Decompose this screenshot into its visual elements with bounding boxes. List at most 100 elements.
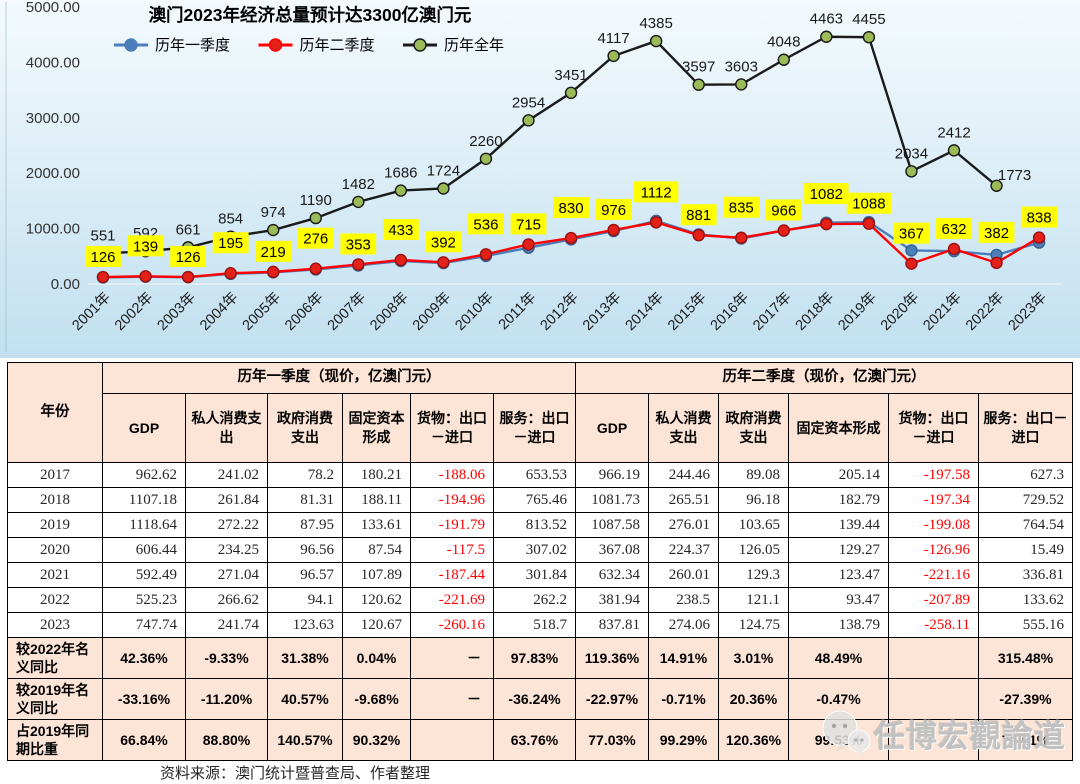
value-cell: 129.3 (718, 562, 789, 588)
value-cell: -188.06 (410, 462, 494, 488)
y-axis-label: 2000.00 (26, 165, 80, 182)
value-cell: 966.19 (575, 462, 649, 488)
data-point (607, 223, 620, 237)
summary-value-cell (888, 678, 979, 720)
value-cell: 87.95 (267, 512, 343, 538)
value-cell: 244.46 (648, 462, 719, 488)
summary-value-cell: 140.57% (267, 719, 343, 761)
summary-value-cell: -27.39% (978, 678, 1073, 720)
value-cell: 307.02 (493, 537, 576, 563)
y-axis-label: 1000.00 (26, 221, 80, 238)
data-point (479, 248, 493, 261)
summary-row: 占2019年同期比重 66.84% 88.80% 140.57% 90.32% 63.76… (7, 719, 1073, 761)
data-point (394, 184, 408, 197)
column-header: 服务：出口－进口 (978, 393, 1073, 463)
annual-label: 4455 (852, 11, 885, 28)
column-header: 政府消费支出 (267, 393, 343, 463)
summary-value-cell (888, 637, 979, 679)
data-point (309, 262, 322, 275)
q2-label-bg (212, 232, 249, 254)
data-point (777, 224, 790, 237)
value-cell: 121.1 (718, 587, 789, 613)
x-axis-label: 2007年 (324, 289, 369, 334)
data-point (947, 144, 961, 157)
value-cell: 238.5 (648, 587, 719, 613)
year-cell: 2023 (7, 612, 103, 638)
data-point (309, 211, 322, 225)
data-point (522, 114, 535, 127)
data-point (692, 78, 705, 91)
q2-label-bg (765, 199, 802, 221)
q2-label: 276 (303, 231, 328, 248)
annual-label: 1190 (300, 192, 332, 209)
q2-label-bg (936, 217, 972, 239)
year-cell: 2017 (7, 462, 103, 488)
value-cell: 729.52 (978, 487, 1073, 513)
q2-label: 1082 (810, 186, 843, 203)
value-cell: 592.49 (102, 562, 186, 588)
summary-value-cell: 97.83% (493, 637, 576, 679)
value-cell: 272.22 (185, 512, 268, 538)
annual-label: 661 (176, 221, 201, 238)
q2-label: 367 (899, 226, 924, 243)
data-point (437, 256, 450, 269)
annual-label: 854 (218, 211, 243, 228)
data-point (607, 49, 620, 63)
summary-value-cell: -11.20% (185, 678, 268, 720)
annual-label: 1686 (384, 165, 417, 182)
group-header: 历年二季度（现价，亿澳门元） (575, 362, 1073, 394)
table-body: 2017 962.62 241.02 78.2 180.21 -188.06 653.53 9… (7, 462, 1073, 761)
value-cell: 93.47 (788, 587, 889, 613)
value-cell: 260.01 (648, 562, 719, 588)
table-row: 2020 606.44 234.25 96.56 87.54 -117.5 307.02 36… (7, 537, 1073, 563)
x-axis-label: 2002年 (111, 289, 156, 334)
x-axis-label: 2001年 (69, 289, 114, 334)
data-point (96, 270, 110, 284)
value-cell: 962.62 (102, 462, 186, 488)
legend-label: 历年一季度 (155, 37, 230, 54)
data-point (820, 30, 833, 43)
q2-label-bg (297, 227, 334, 249)
y-axis-label: 5000.00 (26, 0, 80, 16)
y-axis-label: 4000.00 (26, 54, 80, 71)
data-point (905, 257, 918, 270)
summary-value-cell: 31.38% (267, 637, 343, 679)
value-cell: 205.14 (788, 462, 889, 488)
value-cell: 837.81 (575, 612, 649, 638)
data-point (522, 238, 535, 251)
y-axis-label: 3000.00 (26, 110, 80, 127)
summary-value-cell: 48.49% (788, 637, 889, 679)
value-cell: 653.53 (493, 462, 576, 488)
year-cell: 2019 (7, 512, 103, 538)
data-point (692, 228, 705, 242)
value-cell: 120.67 (342, 612, 411, 638)
value-cell: 266.62 (185, 587, 268, 613)
summary-value-cell: -0.47% (788, 678, 889, 720)
summary-value-cell: -36.24% (493, 678, 576, 720)
summary-value-cell: 66.84% (102, 719, 186, 761)
value-cell: 138.79 (788, 612, 889, 638)
group-header: 历年一季度（现价，亿澳门元） (102, 362, 576, 394)
value-cell: -191.79 (410, 512, 494, 538)
value-cell: 367.08 (575, 537, 649, 563)
q2-label-bg (804, 183, 849, 205)
value-cell: 381.94 (575, 587, 649, 613)
data-point (139, 270, 152, 283)
summary-value-cell: 120.36% (718, 719, 789, 761)
summary-value-cell: 14.91% (648, 637, 719, 679)
annual-label: 4048 (767, 34, 800, 51)
value-cell: 124.75 (718, 612, 789, 638)
table-header: 年份 历年一季度（现价，亿澳门元） 历年二季度（现价，亿澳门元） GDP 私人消费支出政… (7, 362, 1073, 463)
legend-marker (124, 38, 138, 52)
value-cell: 96.56 (267, 537, 343, 563)
value-cell: 123.63 (267, 612, 343, 638)
value-cell: 89.08 (718, 462, 789, 488)
q2-label-bg (382, 219, 419, 241)
data-point (649, 216, 663, 229)
summary-value-cell: 315.48% (978, 637, 1073, 679)
x-axis-label: 2012年 (537, 289, 582, 334)
summary-value-cell: 0.04% (342, 637, 411, 679)
value-cell: -199.08 (888, 512, 979, 538)
value-cell: 87.54 (342, 537, 411, 563)
